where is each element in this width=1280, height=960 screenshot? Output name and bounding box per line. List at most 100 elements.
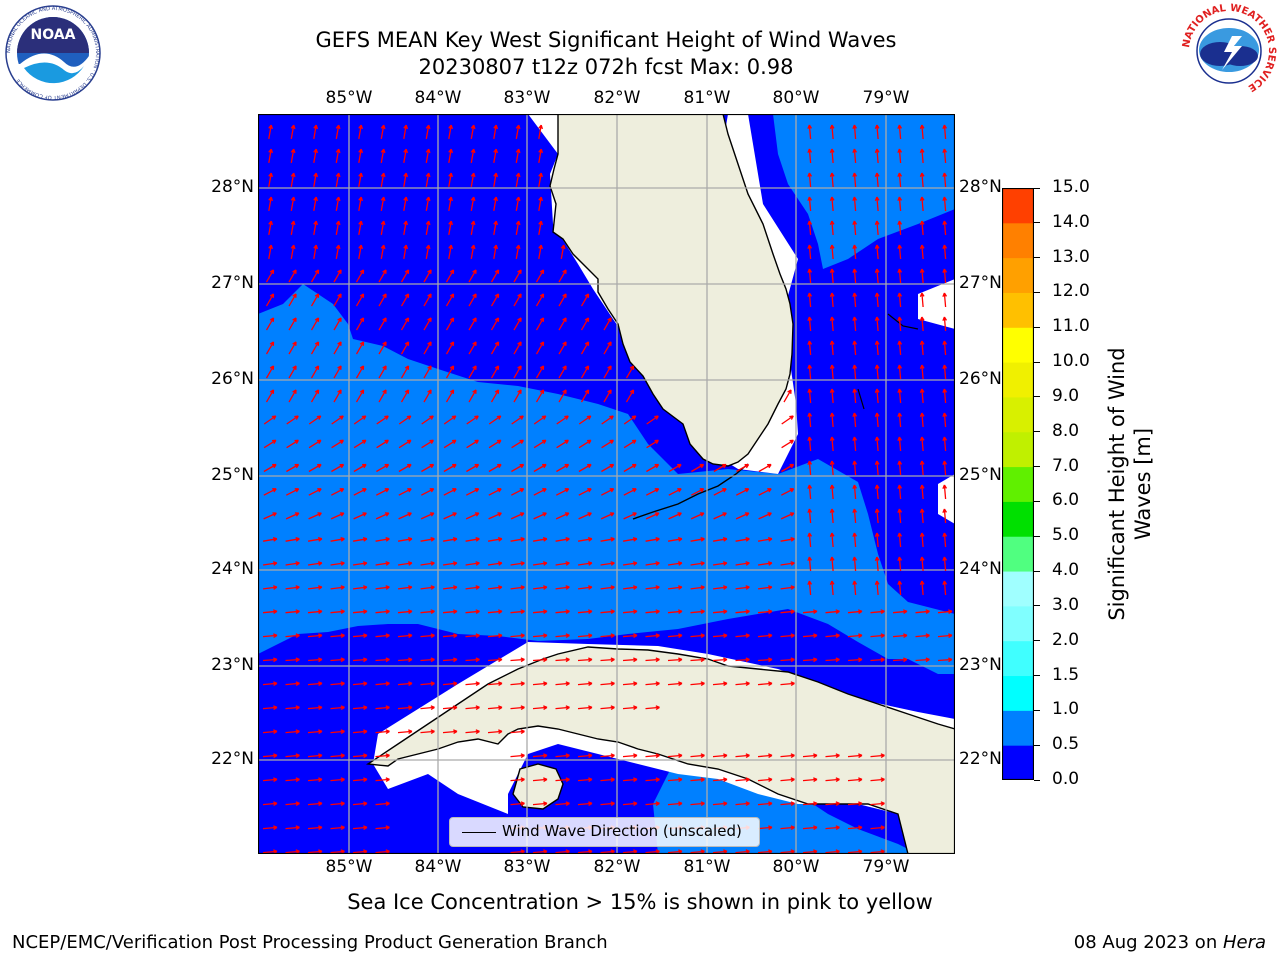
wind-arrow	[352, 536, 368, 542]
wind-arrow	[290, 148, 296, 164]
wind-arrow	[285, 512, 300, 520]
footer-left: NCEP/EMC/Verification Post Processing Pr…	[12, 932, 608, 953]
wind-arrow	[375, 777, 390, 783]
wind-arrow	[623, 561, 638, 566]
wind-arrow	[897, 220, 903, 236]
wind-arrow	[555, 609, 570, 614]
wind-arrow	[423, 293, 432, 307]
wind-arrow	[468, 389, 477, 403]
wind-arrow	[713, 463, 727, 473]
lon-label-bottom: 83°W	[503, 857, 551, 877]
wind-arrow	[262, 801, 278, 807]
colorbar-title-line1: Significant Height of Wind	[1105, 347, 1129, 621]
wind-arrow	[712, 777, 728, 783]
wind-arrow	[577, 633, 593, 639]
wind-arrow	[942, 244, 948, 260]
wind-arrow	[403, 148, 409, 164]
wind-arrow	[313, 196, 319, 212]
colorbar-segment	[1002, 605, 1034, 642]
wind-arrow	[488, 415, 502, 425]
wind-arrow	[532, 801, 548, 807]
wind-arrow	[353, 439, 367, 449]
wind-arrow	[375, 536, 390, 542]
wind-arrow	[645, 561, 660, 566]
wind-arrow	[736, 463, 750, 473]
wind-arrow	[555, 633, 570, 639]
wind-arrow	[623, 488, 637, 496]
lon-label-top: 79°W	[862, 88, 910, 108]
wind-arrow	[847, 609, 863, 614]
wind-arrow	[400, 317, 410, 331]
wind-arrow	[493, 220, 499, 236]
wind-arrow	[645, 801, 660, 807]
wind-arrow	[758, 585, 773, 590]
wind-arrow	[735, 561, 750, 566]
wind-arrow	[488, 488, 502, 496]
wind-arrow	[577, 536, 593, 542]
wind-arrow	[712, 633, 728, 639]
wind-arrow	[268, 244, 274, 260]
wind-arrow	[578, 561, 593, 566]
wind-arrow	[421, 439, 434, 449]
wind-arrow	[780, 657, 795, 663]
wind-arrow	[375, 825, 390, 831]
wind-arrow	[690, 753, 705, 759]
wind-arrow	[807, 580, 813, 596]
wind-arrow	[425, 244, 431, 260]
lon-label-top: 81°W	[683, 88, 731, 108]
wind-arrow	[578, 463, 592, 473]
wind-arrow	[265, 317, 275, 331]
lon-label-top: 84°W	[414, 88, 462, 108]
wind-arrow	[919, 388, 925, 404]
wind-arrow	[897, 244, 903, 260]
wind-arrow	[421, 415, 434, 425]
wind-arrow	[667, 609, 683, 614]
wind-arrow	[465, 681, 480, 687]
wind-arrow	[286, 415, 299, 425]
wind-arrow	[874, 580, 880, 596]
wind-arrow	[919, 436, 925, 452]
wind-arrow	[285, 633, 300, 639]
wind-arrow	[442, 705, 458, 711]
lat-label-right: 23°N	[959, 655, 1002, 675]
colorbar-tick-mark	[1034, 431, 1040, 433]
wind-arrow	[308, 439, 322, 449]
wind-arrow	[515, 196, 521, 212]
wind-arrow	[852, 460, 858, 476]
wind-arrow	[937, 633, 953, 639]
wind-arrow	[490, 269, 500, 283]
wind-arrow	[262, 681, 278, 687]
colorbar-tick-mark	[1034, 675, 1040, 677]
wind-arrow	[712, 536, 728, 542]
wind-arrow	[532, 777, 548, 783]
wind-arrow	[443, 463, 457, 473]
wind-arrow	[493, 244, 499, 260]
wind-arrow	[600, 536, 615, 542]
wind-arrow	[425, 148, 431, 164]
wind-arrow	[265, 293, 275, 307]
wind-arrow	[355, 269, 365, 283]
wind-arrow	[780, 561, 795, 566]
wind-arrow	[488, 463, 502, 473]
wind-arrow	[829, 556, 835, 572]
wind-arrow	[333, 389, 342, 403]
wind-arrow	[829, 316, 835, 332]
wind-arrow	[330, 729, 345, 735]
wind-arrow	[919, 412, 925, 428]
colorbar-segment	[1002, 327, 1034, 363]
wind-arrow	[600, 753, 615, 759]
wind-arrow	[645, 705, 660, 711]
colorbar	[1001, 187, 1035, 781]
wind-arrow	[555, 681, 570, 687]
wind-arrow	[285, 536, 300, 542]
wind-arrow	[398, 512, 412, 520]
wind-arrow	[403, 196, 409, 212]
wind-arrow	[380, 172, 386, 188]
wind-arrow	[712, 753, 728, 759]
wind-arrow	[330, 705, 345, 711]
wind-arrow	[265, 365, 275, 379]
wind-arrow	[781, 488, 795, 496]
wind-arrow	[443, 488, 457, 496]
wind-arrow	[335, 220, 341, 236]
wind-arrow	[333, 293, 342, 307]
